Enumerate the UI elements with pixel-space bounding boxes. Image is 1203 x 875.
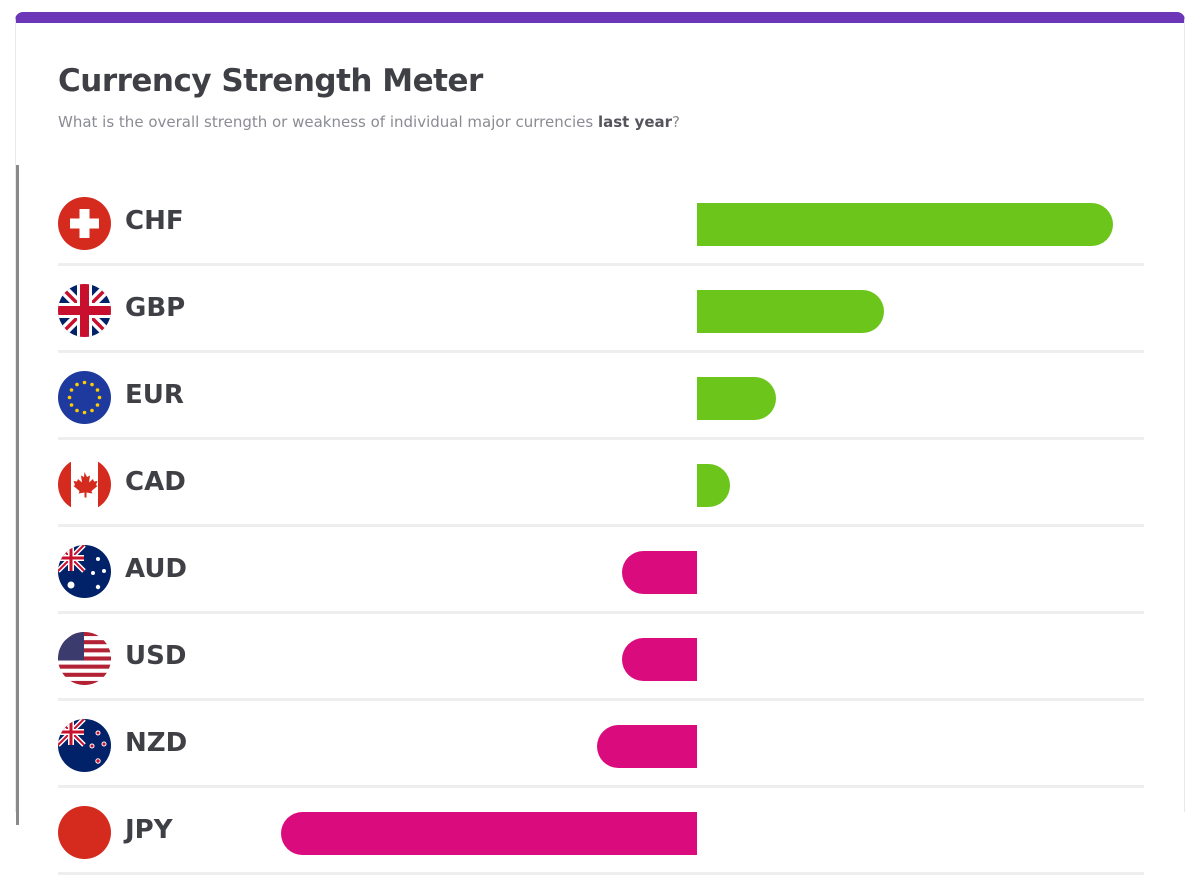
row-divider xyxy=(58,524,1144,527)
currency-label: EUR xyxy=(125,380,184,410)
row-divider xyxy=(58,698,1144,701)
bar-jpy xyxy=(281,812,697,855)
row-divider xyxy=(58,263,1144,266)
subtitle: What is the overall strength or weakness… xyxy=(58,113,680,131)
chart-row: USD xyxy=(58,614,1144,701)
bar-eur xyxy=(697,377,777,420)
zero-axis xyxy=(16,165,19,825)
bar-gbp xyxy=(697,290,885,333)
page-title: Currency Strength Meter xyxy=(58,63,483,99)
chart-row: NZD xyxy=(58,701,1144,788)
chart-rows: CHF GBP EUR CAD AUD USD NZD JPY xyxy=(16,23,1184,875)
bar-cad xyxy=(697,464,731,507)
row-divider xyxy=(58,611,1144,614)
currency-label: USD xyxy=(125,641,187,671)
subtitle-emphasis: last year xyxy=(597,113,673,131)
japan-flag-icon xyxy=(58,806,111,859)
currency-label: AUD xyxy=(125,554,188,584)
chart-row: CAD xyxy=(58,440,1144,527)
bar-aud xyxy=(622,551,697,594)
currency-label: CHF xyxy=(125,206,184,236)
currency-label: JPY xyxy=(125,815,173,845)
row-divider xyxy=(58,785,1144,788)
chart-row: EUR xyxy=(58,353,1144,440)
switzerland-flag-icon xyxy=(58,197,111,250)
currency-label: NZD xyxy=(125,728,188,758)
bar-chf xyxy=(697,203,1113,246)
bar-nzd xyxy=(597,725,697,768)
subtitle-text: What is the overall strength or weakness… xyxy=(58,113,598,131)
currency-label: CAD xyxy=(125,467,186,497)
currency-label: GBP xyxy=(125,293,186,323)
chart-row: AUD xyxy=(58,527,1144,614)
chart-row: CHF xyxy=(58,179,1144,266)
subtitle-end: ? xyxy=(672,113,680,131)
new-zealand-flag-icon xyxy=(58,719,111,772)
bar-usd xyxy=(622,638,697,681)
australia-flag-icon xyxy=(58,545,111,598)
canada-flag-icon xyxy=(58,458,111,511)
uk-flag-icon xyxy=(58,284,111,337)
row-divider xyxy=(58,350,1144,353)
eu-flag-icon xyxy=(58,371,111,424)
us-flag-icon xyxy=(58,632,111,685)
chart-row: JPY xyxy=(58,788,1144,875)
chart-row: GBP xyxy=(58,266,1144,353)
row-divider xyxy=(58,437,1144,440)
chart-card: Currency Strength Meter What is the over… xyxy=(15,12,1185,875)
